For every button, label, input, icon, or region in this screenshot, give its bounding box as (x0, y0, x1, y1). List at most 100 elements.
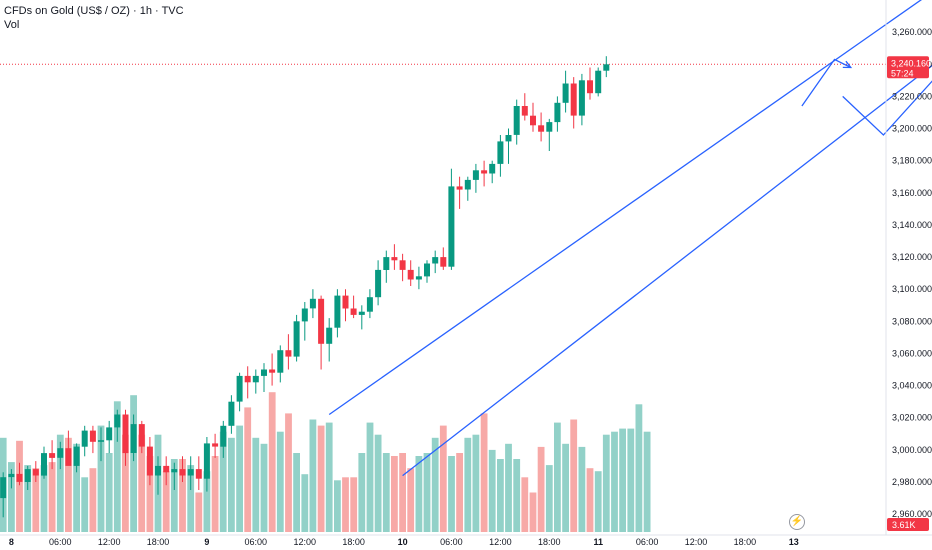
interval[interactable]: 1h (139, 5, 152, 17)
time-tick-label: 8 (9, 537, 14, 547)
time-tick-label: 13 (789, 537, 799, 547)
volume-bar (358, 453, 366, 532)
time-tick-label: 06:00 (49, 537, 72, 547)
volume-bar (73, 443, 80, 532)
volume-bar (423, 453, 431, 532)
volume-bar (505, 443, 512, 532)
volume-bar (431, 437, 439, 532)
candle-body (350, 308, 357, 315)
candle-body (497, 141, 504, 164)
time-tick-label: 18:00 (734, 537, 757, 547)
candle-body (146, 446, 153, 476)
volume-bar (513, 459, 521, 532)
time-tick-label: 06:00 (636, 537, 659, 547)
candle-body (244, 375, 251, 383)
candle-body (530, 115, 536, 126)
candle-body (513, 106, 520, 135)
candle-body (171, 469, 178, 473)
volume-bar (105, 453, 113, 532)
candle-body (65, 448, 72, 466)
candle-body (179, 469, 186, 476)
volume-bar (594, 471, 602, 532)
candle-body (236, 375, 243, 402)
candle-body (195, 469, 202, 479)
time-tick-label: 12:00 (98, 537, 121, 547)
volume-bar (97, 425, 105, 532)
volume-bar (219, 431, 227, 532)
price-tick-label: 3,140.000 (892, 220, 932, 230)
volume-bar (350, 477, 358, 532)
volume-bar (260, 443, 268, 532)
candle-body (277, 350, 284, 373)
volume-bar (32, 468, 40, 532)
volume-bar (619, 428, 626, 532)
volume-bar (56, 434, 64, 532)
volume-bar (537, 446, 545, 532)
volume-bar (488, 449, 496, 532)
candle-body (285, 350, 292, 357)
volume-bar (554, 422, 561, 532)
candle-body (212, 443, 219, 447)
volume-bar (187, 465, 195, 532)
price-tick-label: 2,980.000 (892, 477, 932, 487)
candle-body (81, 430, 88, 447)
candle-body (114, 414, 121, 428)
volume-bar (448, 456, 455, 532)
arrow-head (842, 60, 853, 69)
time-tick-label: 06:00 (440, 537, 463, 547)
volume-bar (113, 401, 121, 532)
candle-body (456, 186, 463, 190)
volume-bar (472, 434, 480, 532)
price-tick-label: 3,180.000 (892, 156, 932, 166)
volume-bar (439, 425, 447, 532)
time-tick-label: 18:00 (342, 537, 365, 547)
candle-body (163, 465, 170, 473)
volume-bar (391, 456, 398, 532)
data-source: TVC (161, 5, 184, 17)
volume-bar (643, 431, 651, 532)
candle-body (261, 369, 267, 376)
price-tick-label: 3,080.000 (892, 316, 932, 326)
volume-bar (317, 425, 325, 532)
bar-countdown: 57:24 (891, 68, 914, 78)
candle-body (505, 135, 512, 142)
candle-body (24, 469, 31, 482)
candle-body (187, 469, 194, 476)
candle-body (383, 257, 390, 270)
candle-body (554, 102, 561, 123)
time-tick-label: 18:00 (147, 537, 170, 547)
candle-body (472, 170, 479, 180)
candle-body (562, 83, 569, 103)
candle-body (32, 469, 39, 476)
volume-bar (285, 413, 292, 532)
volume-bar (130, 395, 137, 532)
candle-body (415, 276, 422, 280)
volume-bar (309, 419, 317, 532)
volume-bar (252, 437, 260, 532)
volume-label: Vol (4, 19, 20, 31)
volume-bar (611, 431, 618, 532)
candle-body (595, 70, 602, 94)
volume-bar (268, 392, 276, 532)
volume-bar (211, 456, 219, 532)
candle-body (489, 163, 496, 174)
volume-bar (146, 456, 154, 532)
volume-bar (8, 462, 15, 532)
channel-drawings (328, 0, 932, 477)
candle-body (448, 186, 455, 267)
lightning-icon[interactable]: ⚡ (789, 514, 805, 530)
candle-body (89, 430, 96, 442)
volume-bar (407, 468, 415, 532)
chart-title: CFDs on Gold (US$ / OZ) · 1h · TVC (4, 5, 184, 17)
candle-body (440, 257, 447, 267)
candle-body (203, 443, 210, 479)
candle-body (538, 125, 545, 132)
volume-bar (366, 422, 374, 532)
volume-bar (228, 437, 235, 532)
price-tick-label: 3,260.000 (892, 27, 932, 37)
volume-bar (374, 434, 382, 532)
candle-body (399, 260, 406, 270)
volume-bar (65, 437, 72, 532)
